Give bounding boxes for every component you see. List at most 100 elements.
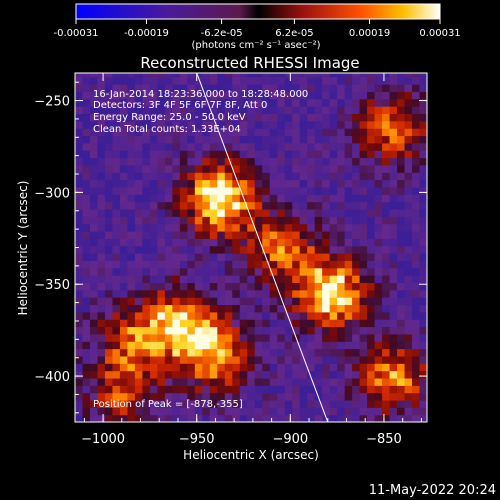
heatmap-cell xyxy=(134,216,144,225)
heatmap-cell xyxy=(127,142,136,151)
date-stamp: 11-May-2022 20:24 xyxy=(369,483,496,498)
heatmap-cell xyxy=(172,150,181,159)
heatmap-cell xyxy=(374,164,383,173)
heatmap-cell xyxy=(284,223,293,232)
heatmap-cell xyxy=(142,289,151,298)
heatmap-cell xyxy=(269,377,278,386)
heatmap-cell xyxy=(329,172,338,181)
heatmap-cell xyxy=(232,194,241,203)
heatmap-cell xyxy=(224,267,233,276)
heatmap-cell xyxy=(104,282,114,291)
heatmap-cell xyxy=(149,407,158,416)
heatmap-cell xyxy=(322,157,331,166)
heatmap-cell xyxy=(187,223,196,232)
heatmap-cell xyxy=(292,267,301,276)
heatmap-cell xyxy=(404,253,413,261)
heatmap-cell xyxy=(224,135,233,144)
heatmap-cell xyxy=(337,355,346,364)
heatmap-cell xyxy=(284,98,293,107)
heatmap-cell xyxy=(247,267,256,276)
heatmap-cell xyxy=(75,76,84,85)
heatmap-cell xyxy=(127,164,136,173)
heatmap-cell xyxy=(374,267,383,276)
heatmap-cell xyxy=(119,326,129,335)
heatmap-cell xyxy=(157,216,166,225)
heatmap-cell xyxy=(307,348,316,357)
info-annotations: 16-Jan-2014 18:23:36.000 to 18:28:48.000… xyxy=(93,89,308,410)
heatmap-cell xyxy=(224,164,233,173)
heatmap-cell xyxy=(382,385,391,394)
heatmap-cell xyxy=(97,407,106,416)
heatmap-cell xyxy=(224,179,233,188)
heatmap-cell xyxy=(119,238,129,247)
heatmap-cell xyxy=(314,230,323,239)
heatmap-cell xyxy=(419,326,427,335)
heatmap-cell xyxy=(292,186,301,195)
heatmap-cell xyxy=(217,311,226,320)
heatmap-cell xyxy=(389,304,398,313)
heatmap-cell xyxy=(284,84,293,92)
heatmap-cell xyxy=(172,208,181,217)
heatmap-cell xyxy=(164,304,173,313)
heatmap-cell xyxy=(254,304,263,313)
heatmap-cell xyxy=(209,208,218,217)
heatmap-cell xyxy=(202,208,211,217)
heatmap-cell xyxy=(179,260,188,269)
heatmap-cell xyxy=(322,120,331,129)
heatmap-cell xyxy=(277,157,286,166)
heatmap-cell xyxy=(187,172,196,181)
heatmap-cell xyxy=(217,223,226,232)
heatmap-cell xyxy=(254,399,263,408)
heatmap-cell xyxy=(112,150,121,159)
heatmap-cell xyxy=(75,216,84,225)
heatmap-cell xyxy=(164,275,173,283)
heatmap-cell xyxy=(284,186,293,195)
heatmap-cell xyxy=(239,399,248,408)
heatmap-cell xyxy=(119,76,129,85)
heatmap-cell xyxy=(254,186,263,195)
heatmap-cell xyxy=(104,223,114,232)
heatmap-cell xyxy=(337,304,346,313)
heatmap-cell xyxy=(142,355,151,364)
heatmap-cell xyxy=(134,407,144,416)
heatmap-cell xyxy=(89,304,99,313)
heatmap-cell xyxy=(299,304,308,313)
heatmap-cell xyxy=(172,363,181,372)
heatmap-cell xyxy=(329,150,338,159)
heatmap-cell xyxy=(292,304,301,313)
heatmap-cell xyxy=(127,186,136,195)
heatmap-cell xyxy=(269,348,278,357)
heatmap-cell xyxy=(209,407,218,416)
heatmap-cell xyxy=(209,245,218,254)
heatmap-cell xyxy=(112,297,121,306)
heatmap-cell xyxy=(277,73,286,78)
heatmap-cell xyxy=(179,150,188,159)
heatmap-cell xyxy=(292,260,301,269)
heatmap-cell xyxy=(404,326,413,335)
heatmap-cell xyxy=(112,201,121,210)
heatmap-cell xyxy=(194,267,203,276)
heatmap-cell xyxy=(307,113,316,122)
heatmap-cell xyxy=(269,414,278,422)
heatmap-cell xyxy=(75,120,84,129)
heatmap-cell xyxy=(419,245,427,254)
heatmap-cell xyxy=(404,172,413,181)
heatmap-cell xyxy=(322,230,331,239)
heatmap-cell xyxy=(239,91,248,100)
heatmap-cell xyxy=(112,267,121,276)
heatmap-cell xyxy=(164,355,173,364)
heatmap-cell xyxy=(374,260,383,269)
heatmap-cell xyxy=(149,201,158,210)
heatmap-cell xyxy=(134,414,144,422)
heatmap-cell xyxy=(269,98,278,107)
heatmap-cell xyxy=(172,106,181,115)
heatmap-cell xyxy=(352,385,361,394)
heatmap-cell xyxy=(97,267,106,276)
heatmap-cell xyxy=(254,377,263,386)
heatmap-cell xyxy=(112,260,121,269)
heatmap-cell xyxy=(97,341,106,350)
heatmap-cell xyxy=(329,245,338,254)
heatmap-cell xyxy=(329,275,338,283)
heatmap-cell xyxy=(277,392,286,401)
heatmap-cell xyxy=(127,414,136,422)
